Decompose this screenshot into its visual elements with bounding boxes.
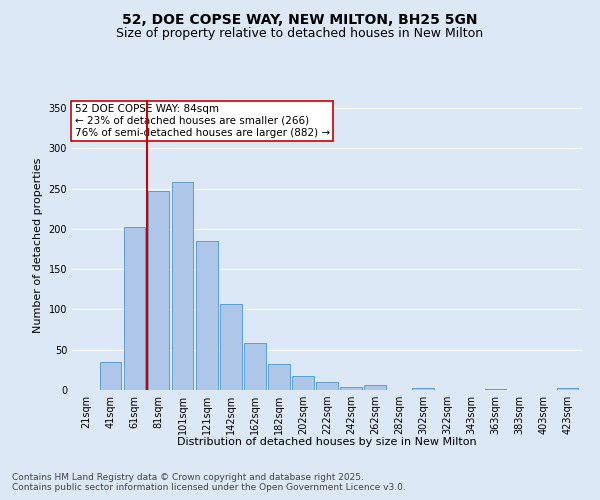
Text: Size of property relative to detached houses in New Milton: Size of property relative to detached ho… — [116, 28, 484, 40]
Bar — [292, 376, 314, 390]
Bar — [100, 362, 121, 390]
Y-axis label: Number of detached properties: Number of detached properties — [33, 158, 43, 332]
Bar — [364, 385, 386, 390]
Bar — [316, 382, 338, 390]
Text: 52, DOE COPSE WAY, NEW MILTON, BH25 5GN: 52, DOE COPSE WAY, NEW MILTON, BH25 5GN — [122, 12, 478, 26]
Bar — [196, 241, 218, 390]
Bar — [557, 388, 578, 390]
Bar — [485, 389, 506, 390]
Bar — [244, 344, 266, 390]
Bar — [172, 182, 193, 390]
Bar — [412, 388, 434, 390]
Bar — [148, 191, 169, 390]
Bar — [340, 387, 362, 390]
Bar — [124, 228, 145, 390]
Text: 52 DOE COPSE WAY: 84sqm
← 23% of detached houses are smaller (266)
76% of semi-d: 52 DOE COPSE WAY: 84sqm ← 23% of detache… — [74, 104, 329, 138]
X-axis label: Distribution of detached houses by size in New Milton: Distribution of detached houses by size … — [177, 437, 477, 447]
Bar — [268, 364, 290, 390]
Text: Contains HM Land Registry data © Crown copyright and database right 2025.
Contai: Contains HM Land Registry data © Crown c… — [12, 473, 406, 492]
Bar — [220, 304, 242, 390]
